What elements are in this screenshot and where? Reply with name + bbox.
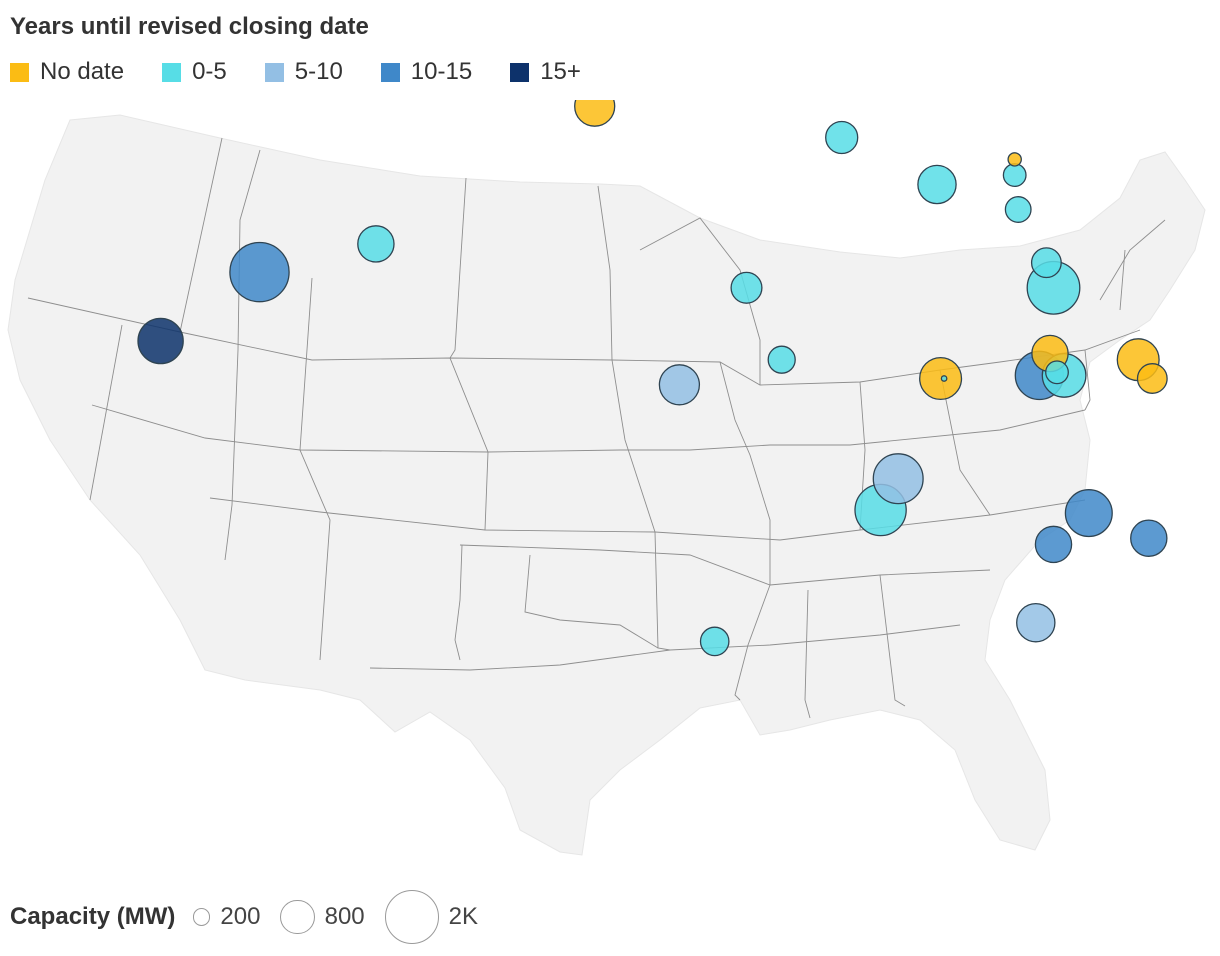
state-border	[804, 589, 811, 719]
plant-bubble[interactable]	[1130, 519, 1168, 557]
plant-bubble[interactable]	[1007, 152, 1022, 167]
size-ring	[193, 908, 211, 926]
state-border	[91, 404, 1086, 453]
state-border	[734, 584, 771, 701]
plant-bubble[interactable]	[137, 317, 184, 365]
legend-item-5-10: 5-10	[264, 58, 343, 86]
legend-label: 15+	[540, 58, 581, 85]
state-border	[27, 297, 1141, 386]
plant-bubble[interactable]	[872, 453, 924, 505]
plant-bubble[interactable]	[1002, 163, 1027, 188]
size-label: 200	[220, 903, 261, 930]
state-border	[879, 574, 906, 707]
plant-bubble[interactable]	[940, 375, 948, 382]
legend-swatch	[264, 62, 284, 82]
state-border	[209, 497, 1086, 541]
plant-bubble[interactable]	[1004, 196, 1032, 223]
plant-bubble[interactable]	[917, 164, 957, 205]
state-border	[449, 177, 489, 531]
size-label: 2K	[448, 903, 478, 930]
chart-title: Years until revised closing date	[10, 13, 369, 40]
us-landmass	[7, 114, 1206, 856]
state-border	[1119, 249, 1126, 311]
size-legend-item-200: 200	[193, 903, 260, 931]
state-borders	[27, 137, 1166, 719]
state-border	[237, 149, 261, 351]
state-border	[1099, 219, 1166, 301]
plant-bubble[interactable]	[229, 241, 290, 303]
plant-bubble[interactable]	[1016, 602, 1056, 643]
plant-bubble[interactable]	[1045, 360, 1069, 385]
state-border	[459, 544, 991, 586]
state-border	[639, 217, 761, 385]
plant-bubble[interactable]	[357, 225, 395, 263]
size-legend-item-2k: 2K	[384, 890, 478, 944]
state-border	[1084, 349, 1091, 411]
state-border	[299, 277, 331, 661]
legend-label: 10-15	[410, 58, 473, 85]
size-ring	[280, 899, 315, 935]
legend-label: No date	[40, 58, 125, 85]
size-legend-title: Capacity (MW)	[10, 903, 176, 930]
size-ring	[384, 890, 439, 944]
state-border	[179, 137, 223, 333]
plant-bubble[interactable]	[1034, 525, 1073, 564]
state-border	[524, 554, 659, 649]
plant-bubble[interactable]	[658, 364, 701, 406]
state-border	[454, 544, 463, 661]
legend-swatch	[162, 62, 182, 82]
plant-bubble[interactable]	[699, 626, 730, 657]
plant-bubble[interactable]	[1136, 363, 1168, 394]
legend-swatch	[380, 62, 400, 82]
plant-bubble[interactable]	[767, 345, 796, 374]
state-border	[89, 324, 123, 501]
legend-swatch	[510, 62, 530, 82]
legend-item-no-date: No date	[10, 58, 124, 86]
plant-bubble[interactable]	[1064, 489, 1113, 538]
legend-item-10-15: 10-15	[380, 58, 473, 86]
legend-label: 5-10	[294, 58, 343, 85]
plant-bubble[interactable]	[730, 271, 763, 304]
state-border	[939, 369, 991, 516]
plant-bubble[interactable]	[1030, 247, 1062, 279]
contiguous-us-shape	[7, 114, 1206, 856]
size-legend-item-800: 800	[280, 899, 365, 935]
plant-bubble[interactable]	[919, 356, 963, 401]
legend-item-0-5: 0-5	[162, 58, 227, 86]
size-legend: Capacity (MW) 200 800 2K	[10, 882, 498, 952]
legend-swatch	[10, 62, 29, 82]
plant-bubble[interactable]	[825, 120, 859, 155]
state-border	[224, 349, 239, 561]
state-border	[719, 361, 771, 585]
legend-label: 0-5	[192, 58, 227, 85]
legend-item-15-plus: 15+	[510, 58, 581, 86]
plant-bubble[interactable]	[574, 100, 616, 127]
color-legend: No date 0-5 5-10 10-15 15+	[10, 58, 619, 86]
state-border	[369, 649, 671, 671]
plant-bubbles	[137, 100, 1168, 657]
size-label: 800	[324, 902, 365, 930]
us-map	[7, 100, 1206, 856]
